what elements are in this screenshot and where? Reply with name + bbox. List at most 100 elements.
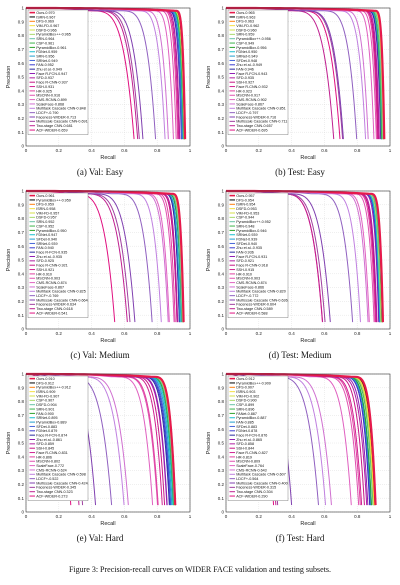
y-tick-label: 1 xyxy=(221,372,224,377)
y-tick-label: 0.7 xyxy=(18,230,25,235)
y-tick-label: 0.9 xyxy=(218,385,225,390)
chart-val-hard: 0 0.1 0.2 0.3 0.4 0.5 0.6 0.7 0.8 0.9 1 0 0.2 0.4 0.6 0… xyxy=(6,372,192,527)
legend-box xyxy=(27,375,89,501)
legend-label: DFS-0.912 xyxy=(36,381,54,385)
legend-label: Multitask Cascade CNN-0.820 xyxy=(236,290,286,294)
legend-label: MSCNN-0.809 xyxy=(236,460,260,464)
legend-label: CSP-0.944 xyxy=(236,216,254,220)
y-tick-label: 0.4 xyxy=(218,454,225,459)
y-tick-label: 1 xyxy=(21,372,24,377)
legend-label: Two-stage CNN-0.681 xyxy=(36,124,72,128)
legend-label: FAN-0.940 xyxy=(36,246,54,250)
y-tick-label: 0.7 xyxy=(218,230,225,235)
legend-label: MSCNN-0.903 xyxy=(236,277,260,281)
y-tick-label: 0.5 xyxy=(18,258,25,263)
legend-label: MSCNN-0.903 xyxy=(36,277,60,281)
chart-val-easy: 0 0.1 0.2 0.3 0.4 0.5 0.6 0.7 0.8 0.9 1 0 0.2 0.4 0.6 0… xyxy=(6,6,192,161)
legend-label: CSP-0.952 xyxy=(36,224,54,228)
legend-label: Ours-0.912 xyxy=(236,377,254,381)
legend-label: DFS-0.959 xyxy=(36,203,54,207)
y-tick-label: 0.9 xyxy=(218,19,225,24)
y-tick-label: 0 xyxy=(221,144,224,149)
legend-label: SSH-0.845 xyxy=(36,447,54,451)
legend-label: SRN-0.948 xyxy=(236,224,254,228)
y-tick-label: 0.1 xyxy=(18,496,25,501)
x-tick-label: 0.2 xyxy=(256,514,263,519)
panel-test-medium: 0 0.1 0.2 0.3 0.4 0.5 0.6 0.7 0.8 0.9 1 0 0.2 0.4 0.6 0… xyxy=(200,183,400,363)
y-tick-label: 0.8 xyxy=(18,216,25,221)
legend-label: Multiscale Cascade CNN-0.424 xyxy=(36,481,87,485)
x-axis-label: Recall xyxy=(300,521,315,527)
legend-label: ACF-WIDER-0.695 xyxy=(236,128,267,132)
chart-test-easy: 0 0.1 0.2 0.3 0.4 0.5 0.6 0.7 0.8 0.9 1 0 0.2 0.4 0.6 0… xyxy=(206,6,392,161)
legend-label: FANet-0.887 xyxy=(236,412,257,416)
legend-label: Zhu et al.-0.949 xyxy=(36,68,62,72)
legend-label: SFD-0.935 xyxy=(236,76,254,80)
legend-label: Faceness-WIDER-0.345 xyxy=(36,486,76,490)
legend-label: PyramidBox++-0.965 xyxy=(36,33,71,37)
y-axis-label: Precision xyxy=(6,66,12,89)
legend-label: SRN-0.952 xyxy=(36,220,54,224)
legend-box xyxy=(27,192,89,318)
legend-label: MSCNN-0.916 xyxy=(36,94,60,98)
legend-label: Multiscale Cascade CNN-0.636 xyxy=(236,298,287,302)
legend-label: Faceness-WIDER-0.716 xyxy=(236,115,276,119)
y-tick-label: 0.2 xyxy=(218,482,225,487)
chart-test-hard: 0 0.1 0.2 0.3 0.4 0.5 0.6 0.7 0.8 0.9 1 0 0.2 0.4 0.6 0… xyxy=(206,372,392,527)
legend-label: DFS-0.907 xyxy=(236,386,254,390)
legend-label: Multitask Cascade CNN-0.848 xyxy=(36,107,86,111)
legend-label: Zhu et al.-0.935 xyxy=(236,246,262,250)
y-tick-label: 0.6 xyxy=(18,244,25,249)
legend-label: Ours-0.957 xyxy=(236,194,254,198)
legend-label: HR-0.819 xyxy=(236,455,252,459)
legend-label: ACF-WIDER-0.541 xyxy=(36,311,67,315)
legend-label: VIM-FD-0.953 xyxy=(236,211,259,215)
legend-label: LDCF+-0.772 xyxy=(236,294,258,298)
legend-label: PyramidBox++-0.952 xyxy=(236,220,271,224)
legend-label: Multitask Cascade CNN-0.825 xyxy=(36,290,86,294)
legend-label: Multitask Cascade CNN-0.598 xyxy=(36,473,86,477)
x-axis-label: Recall xyxy=(100,155,115,161)
y-tick-label: 0.3 xyxy=(218,102,225,107)
legend-label: Face R-FCN-0.931 xyxy=(236,255,267,259)
y-tick-label: 0.6 xyxy=(218,61,225,66)
legend-label: SRN-0.896 xyxy=(236,407,254,411)
legend-label: Zhu et al.-0.861 xyxy=(36,438,62,442)
legend-label: Face R-CNN-0.932 xyxy=(236,85,268,89)
legend-box xyxy=(227,192,289,318)
legend-label: Zhu et al.-0.935 xyxy=(36,255,62,259)
legend-label: SRN-0.959 xyxy=(236,33,254,37)
legend-label: SFDet-0.940 xyxy=(36,237,57,241)
x-tick-label: 0 xyxy=(225,514,228,519)
y-tick-label: 1 xyxy=(21,6,24,11)
y-tick-label: 0.2 xyxy=(218,116,225,121)
legend-label: ScaleFace-0.866 xyxy=(236,285,264,289)
legend-label: FAN-0.946 xyxy=(236,68,254,72)
legend-label: DSFD-0.960 xyxy=(236,28,257,32)
legend-label: ACF-WIDER-0.273 xyxy=(36,494,67,498)
chart-val-medium: 0 0.1 0.2 0.3 0.4 0.5 0.6 0.7 0.8 0.9 1 0 0.2 0.4 0.6 0… xyxy=(6,189,192,344)
legend-label: Face R-FCN-0.935 xyxy=(36,251,67,255)
legend-label: SRNet-0.939 xyxy=(236,233,257,237)
x-tick-label: 0.8 xyxy=(154,331,161,336)
legend-label: Two-stage CNN-0.323 xyxy=(36,490,72,494)
legend-label: ISRN-0.909 xyxy=(36,390,55,394)
legend-label: SSH-0.927 xyxy=(236,81,254,85)
y-tick-label: 0.1 xyxy=(18,130,25,135)
axes-frame xyxy=(225,190,391,330)
y-tick-label: 0.4 xyxy=(18,271,25,276)
legend-label: CMS-RCNN-0.874 xyxy=(36,281,67,285)
legend-label: Faceness-WIDER-0.713 xyxy=(36,115,76,119)
panel-caption-test-easy: (b) Test: Easy xyxy=(275,167,325,177)
y-tick-label: 0.7 xyxy=(18,413,25,418)
y-axis-label: Precision xyxy=(206,432,212,455)
y-tick-label: 0.9 xyxy=(218,202,225,207)
x-tick-label: 0.6 xyxy=(121,331,128,336)
x-tick-label: 0.2 xyxy=(256,331,263,336)
y-tick-label: 0.3 xyxy=(218,468,225,473)
legend-label: HR-0.923 xyxy=(236,89,252,93)
legend-box xyxy=(227,9,289,135)
legend-label: FDNet-0.947 xyxy=(36,233,57,237)
legend-label: SRN-0.956 xyxy=(36,54,54,58)
y-tick-label: 0.7 xyxy=(218,47,225,52)
